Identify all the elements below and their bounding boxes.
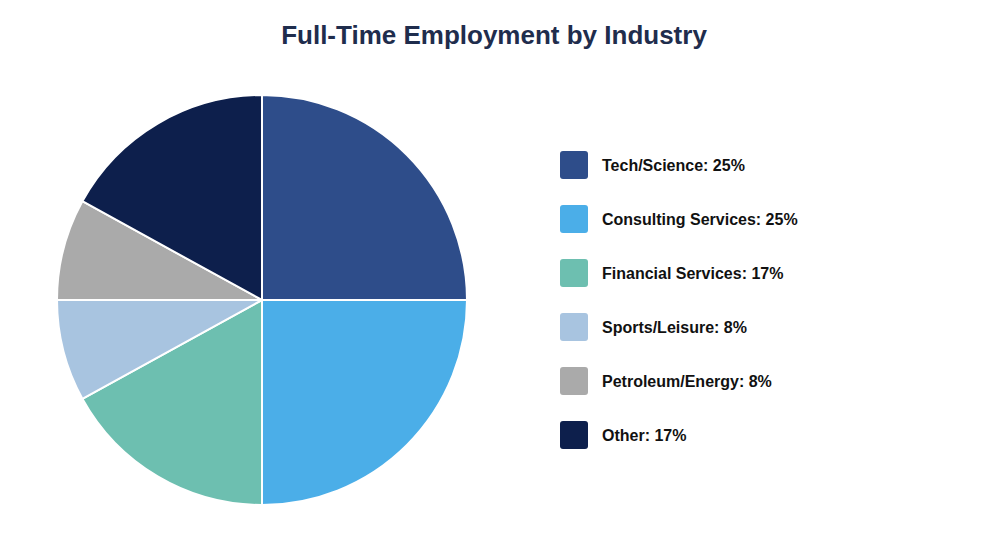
pie-slice: [262, 95, 467, 300]
page: {"chart_data": {"type": "pie", "title": …: [0, 0, 988, 538]
legend-label: Petroleum/Energy: 8%: [602, 373, 772, 390]
legend-swatch: [560, 421, 588, 449]
chart-svg: Full-Time Employment by Industry Tech/Sci…: [0, 0, 988, 538]
legend-swatch: [560, 151, 588, 179]
legend-label: Financial Services: 17%: [602, 265, 783, 282]
pie-slice: [57, 300, 262, 399]
legend-swatch: [560, 259, 588, 287]
pie-slice: [82, 95, 262, 300]
legend: Tech/Science: 25% Consulting Services: 25…: [560, 151, 798, 449]
legend-label: Sports/Leisure: 8%: [602, 319, 747, 336]
legend-swatch: [560, 205, 588, 233]
chart-container: Full-Time Employment by Industry Tech/Sci…: [0, 0, 988, 538]
legend-swatch: [560, 367, 588, 395]
chart-title: Full-Time Employment by Industry: [281, 20, 707, 50]
legend-label: Tech/Science: 25%: [602, 157, 745, 174]
legend-swatch: [560, 313, 588, 341]
legend-label: Other: 17%: [602, 427, 686, 444]
pie-slices: [57, 95, 467, 505]
pie-slice: [262, 300, 467, 505]
legend-label: Consulting Services: 25%: [602, 211, 798, 228]
